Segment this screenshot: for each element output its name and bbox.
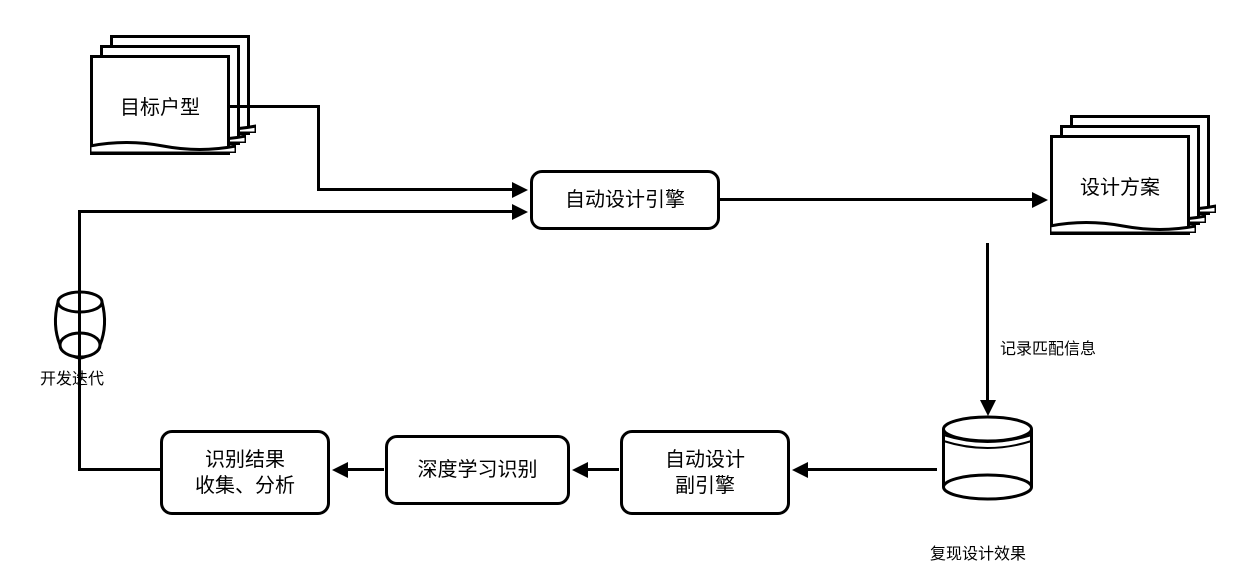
edge-target-to-engine-3: [317, 188, 517, 191]
edge-label-record-match: 记录匹配信息: [1000, 335, 1096, 359]
edge-result-loop-arrow: [512, 204, 528, 220]
edge-result-loop-3: [78, 210, 516, 213]
edge-engine-to-scheme: [720, 198, 1035, 201]
edge-subengine-to-dl: [587, 468, 619, 471]
node-dev-iteration-label: 开发迭代: [40, 365, 104, 389]
node-result-analysis-label: 识别结果 收集、分析: [195, 447, 295, 499]
edge-engine-to-scheme-arrow: [1032, 192, 1048, 208]
edge-target-to-engine-arrow: [512, 182, 528, 198]
node-deep-learning: 深度学习识别: [385, 435, 570, 505]
edge-target-to-engine: [230, 105, 320, 108]
edge-result-loop-1: [78, 468, 160, 471]
edge-target-to-engine-2: [317, 105, 320, 190]
node-match-db: [940, 415, 1035, 510]
edge-subengine-to-dl-arrow: [572, 462, 588, 478]
edge-scheme-to-db-arrow: [980, 400, 996, 416]
node-sub-engine-label: 自动设计 副引擎: [665, 447, 745, 499]
node-sub-engine: 自动设计 副引擎: [620, 430, 790, 515]
edge-dl-to-result-arrow: [332, 462, 348, 478]
edge-label-reproduce-effect: 复现设计效果: [930, 540, 1026, 564]
node-auto-engine: 自动设计引擎: [530, 170, 720, 230]
edge-dl-to-result: [347, 468, 384, 471]
node-target-layout-label: 目标户型: [120, 91, 200, 120]
edge-db-to-subengine-arrow: [792, 462, 808, 478]
edge-result-loop-2: [78, 210, 81, 471]
node-result-analysis: 识别结果 收集、分析: [160, 430, 330, 515]
node-deep-learning-label: 深度学习识别: [418, 457, 538, 483]
node-auto-engine-label: 自动设计引擎: [565, 187, 685, 213]
node-design-scheme-label: 设计方案: [1080, 171, 1160, 200]
edge-scheme-to-db: [986, 243, 989, 403]
edge-db-to-subengine: [807, 468, 937, 471]
